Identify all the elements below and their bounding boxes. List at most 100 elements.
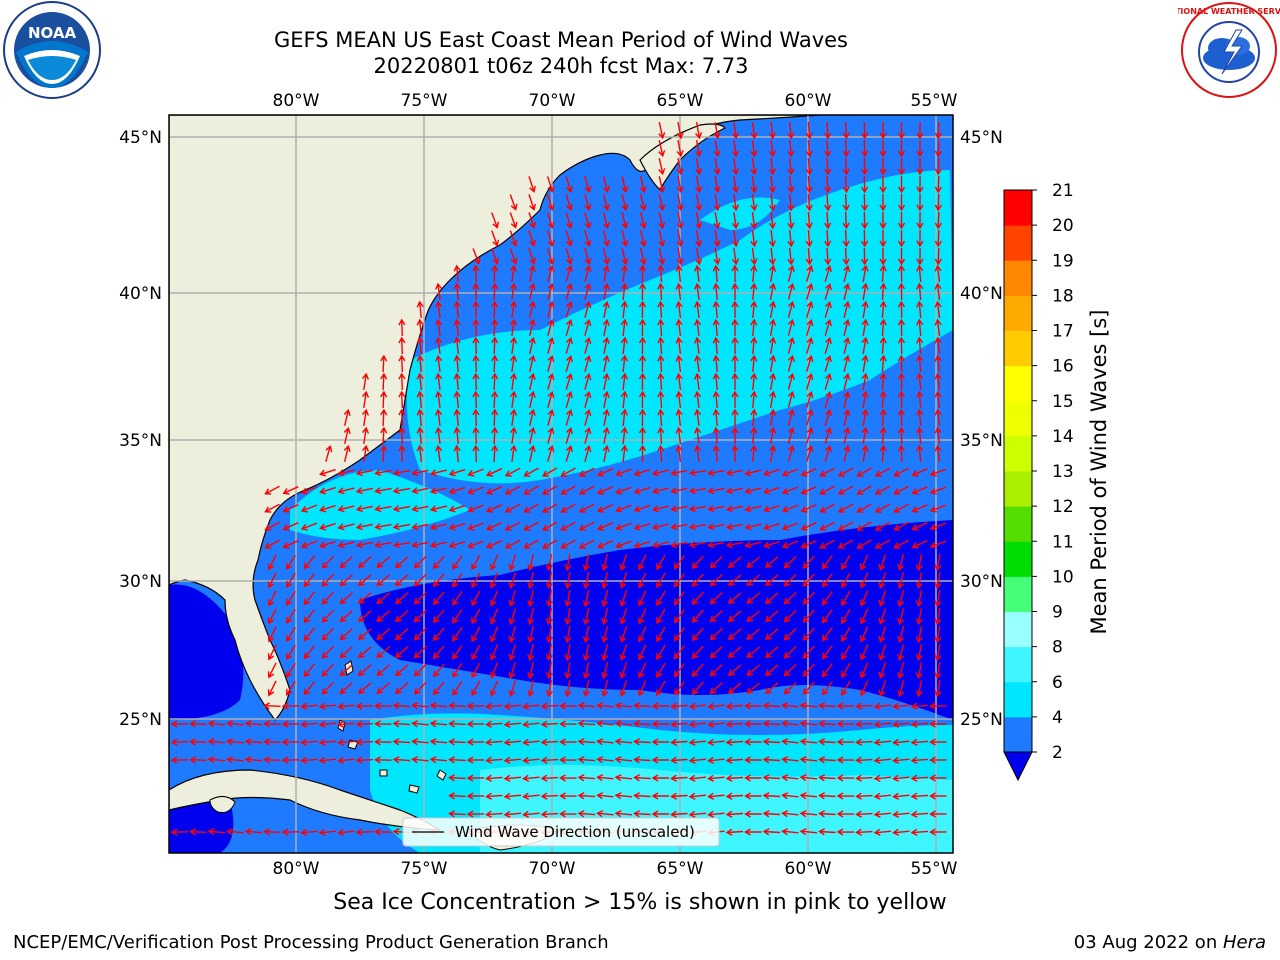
wind-arrow-icon	[435, 354, 443, 372]
wind-arrow-icon	[321, 573, 335, 587]
wind-arrow-icon	[392, 541, 411, 549]
wind-arrow-icon	[565, 230, 573, 248]
wind-arrow-icon	[620, 264, 628, 283]
wind-arrows	[170, 121, 947, 836]
wind-arrow-icon	[879, 426, 887, 445]
wind-arrow-icon	[691, 627, 704, 642]
wind-arrow-icon	[764, 556, 779, 569]
wind-arrow-icon	[695, 175, 703, 194]
wind-arrow-icon	[762, 810, 781, 818]
colorbar-segment	[1004, 681, 1032, 718]
wind-arrow-icon	[691, 609, 704, 624]
wind-arrow-icon	[731, 408, 739, 427]
wind-arrow-icon	[861, 426, 869, 445]
wind-arrow-icon	[843, 444, 851, 462]
wind-arrow-icon	[522, 756, 540, 764]
wind-arrow-icon	[596, 774, 614, 782]
wind-arrow-icon	[578, 539, 595, 549]
wind-arrow-icon	[824, 390, 832, 408]
colorbar-segment	[1004, 295, 1032, 331]
wind-arrow-icon	[651, 792, 669, 800]
wind-arrow-icon	[897, 608, 905, 625]
wind-arrow-icon	[541, 485, 558, 495]
wind-arrow-icon	[893, 485, 909, 495]
wind-arrow-icon	[620, 354, 628, 373]
wind-arrow-icon	[746, 646, 761, 658]
wind-arrow-icon	[657, 372, 665, 391]
wind-arrow-icon	[916, 444, 924, 463]
wind-arrow-icon	[709, 681, 723, 695]
wind-arrow-icon	[744, 792, 762, 800]
wind-arrow-icon	[695, 139, 703, 158]
wind-arrow-icon	[769, 354, 777, 373]
wind-arrow-icon	[565, 390, 573, 408]
wind-arrow-icon	[263, 720, 281, 728]
wind-arrow-icon	[413, 573, 427, 587]
wind-arrow-icon	[491, 282, 499, 301]
wind-arrow-icon	[337, 505, 355, 513]
wind-arrow-icon	[819, 485, 835, 495]
wind-arrow-icon	[746, 574, 761, 586]
wind-arrow-icon	[712, 390, 720, 409]
wind-arrow-icon	[380, 408, 388, 427]
wind-arrow-icon	[675, 318, 683, 336]
wind-arrow-icon	[874, 539, 891, 549]
wind-arrow-icon	[712, 336, 720, 355]
wind-arrow-icon	[893, 521, 909, 531]
wind-arrow-icon	[620, 426, 628, 445]
wind-arrow-icon	[638, 300, 647, 319]
wind-arrow-icon	[376, 610, 391, 623]
wind-arrow-icon	[673, 555, 685, 570]
wind-arrow-icon	[915, 608, 923, 626]
wind-arrow-icon	[934, 571, 942, 590]
wind-arrow-icon	[859, 626, 869, 643]
wind-arrow-icon	[713, 121, 721, 140]
wind-arrow-icon	[244, 738, 263, 746]
wind-arrow-icon	[633, 468, 651, 477]
wind-arrow-icon	[318, 720, 337, 728]
wind-arrow-icon	[675, 282, 683, 300]
wind-arrow-icon	[818, 774, 836, 782]
lon-label-top: 70°W	[529, 91, 576, 111]
nws-logo: NATIONAL WEATHER SERVICE	[1178, 2, 1280, 98]
wind-arrow-icon	[934, 643, 942, 662]
wind-arrow-icon	[878, 572, 887, 589]
wind-arrow-icon	[731, 390, 739, 409]
wind-arrow-icon	[411, 541, 429, 549]
wind-arrow-icon	[934, 589, 942, 608]
noaa-logo: NOAA	[3, 1, 101, 99]
wind-arrow-icon	[781, 810, 799, 818]
colorbar-tick-label: 19	[1052, 251, 1074, 271]
wind-arrow-icon	[768, 157, 776, 176]
wind-arrow-icon	[727, 646, 742, 659]
wind-arrow-icon	[694, 408, 702, 426]
wind-arrow-icon	[540, 810, 559, 818]
wind-arrow-icon	[639, 248, 647, 266]
wind-arrow-icon	[620, 282, 628, 301]
wind-arrow-icon	[878, 626, 887, 643]
wind-arrow-icon	[285, 680, 296, 696]
wind-arrow-icon	[321, 663, 335, 677]
wind-arrow-icon	[285, 572, 296, 588]
wind-arrow-icon	[783, 645, 797, 659]
wind-arrow-icon	[713, 157, 721, 176]
wind-arrow-icon	[565, 300, 573, 318]
wind-arrow-icon	[619, 644, 628, 661]
wind-arrow-icon	[601, 644, 609, 662]
wind-arrow-icon	[546, 194, 555, 211]
wind-arrow-icon	[781, 468, 799, 477]
wind-arrow-icon	[873, 756, 892, 764]
wind-arrow-icon	[392, 756, 411, 764]
lon-label-bottom: 70°W	[529, 859, 576, 879]
wind-arrow-icon	[596, 522, 614, 531]
wind-arrow-icon	[725, 810, 744, 818]
wind-arrow-icon	[452, 645, 463, 660]
wind-arrow-icon	[527, 554, 535, 572]
wind-arrow-icon	[744, 738, 762, 746]
wind-arrow-icon	[768, 193, 776, 212]
wind-arrow-icon	[565, 408, 573, 426]
wind-arrow-icon	[873, 828, 892, 836]
wind-arrow-icon	[637, 644, 647, 661]
wind-arrow-icon	[707, 774, 725, 782]
wind-arrow-icon	[602, 372, 610, 390]
